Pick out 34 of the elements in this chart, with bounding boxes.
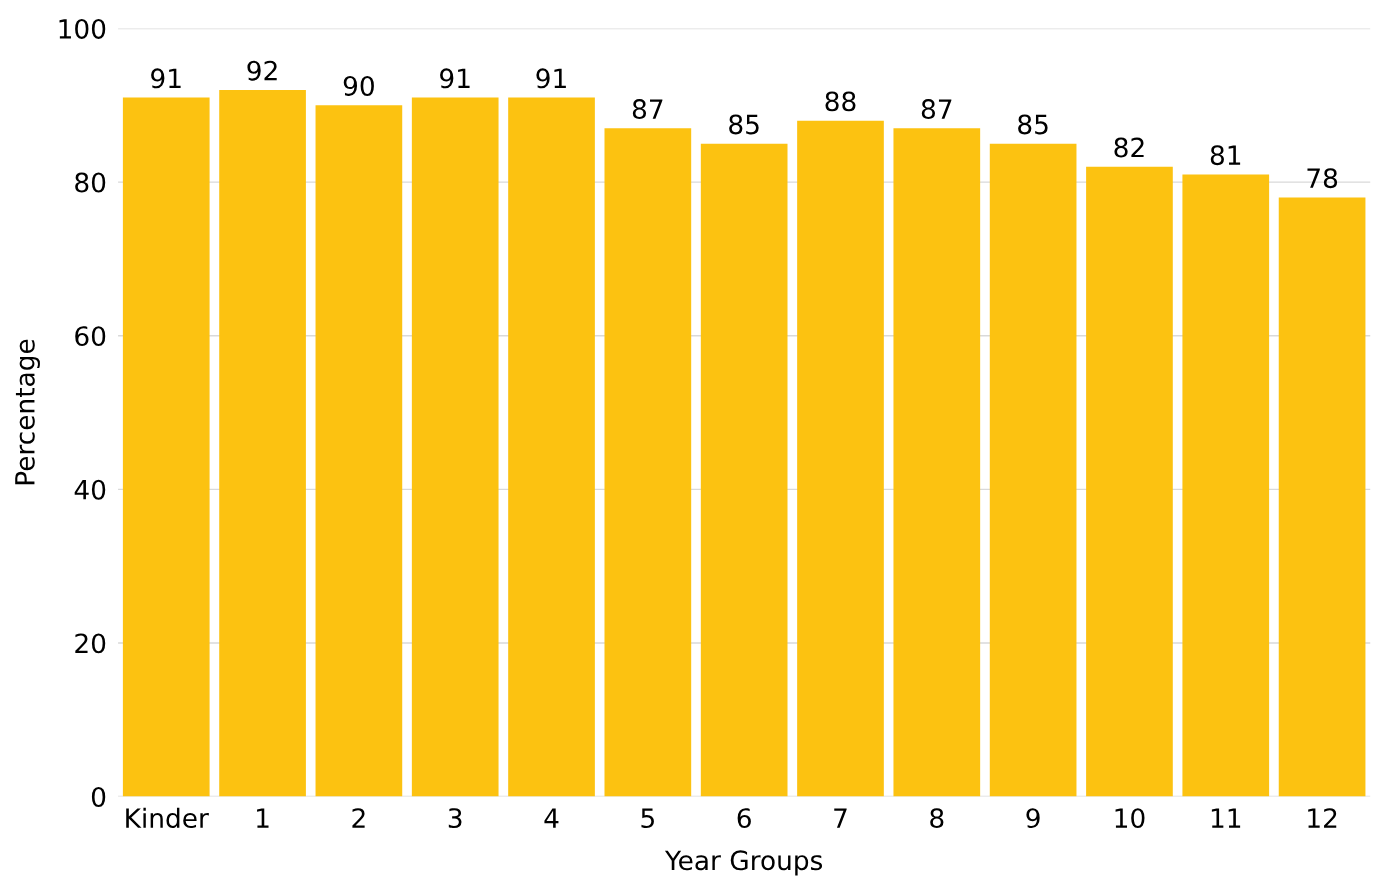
y-tick-label: 100 bbox=[59, 18, 106, 39]
x-tick-label: 4 bbox=[544, 808, 559, 828]
data-label: 92 bbox=[247, 60, 277, 81]
data-label: 78 bbox=[1307, 168, 1338, 189]
data-label: 87 bbox=[632, 99, 663, 120]
y-tick-label: 40 bbox=[74, 479, 106, 500]
x-tick-label: 9 bbox=[1026, 808, 1040, 829]
y-axis-title: Percentage bbox=[15, 339, 40, 485]
data-label: 88 bbox=[825, 91, 856, 112]
x-tick-label: 6 bbox=[737, 808, 751, 829]
x-tick-label: 7 bbox=[834, 808, 847, 828]
data-label: 85 bbox=[729, 114, 759, 135]
x-tick-label: 11 bbox=[1211, 808, 1241, 828]
x-tick-label: 3 bbox=[448, 808, 462, 829]
y-tick-label: 80 bbox=[75, 172, 106, 193]
x-axis-title: Year Groups bbox=[664, 850, 823, 876]
x-tick-label: 5 bbox=[641, 808, 654, 829]
data-label: 91 bbox=[536, 68, 566, 89]
data-label: 85 bbox=[1018, 114, 1048, 135]
data-label: 82 bbox=[1114, 137, 1144, 158]
y-tick-label: 0 bbox=[91, 786, 106, 807]
x-tick-label: 1 bbox=[257, 808, 269, 828]
data-label: 87 bbox=[921, 99, 952, 120]
x-tick-label: 8 bbox=[930, 808, 944, 829]
y-tick-label: 60 bbox=[75, 326, 106, 347]
x-tick-label: 10 bbox=[1115, 808, 1145, 829]
data-label: 90 bbox=[343, 76, 374, 97]
y-tick-label: 20 bbox=[75, 633, 106, 654]
x-tick-label: 2 bbox=[352, 808, 365, 828]
data-label: 91 bbox=[440, 68, 470, 89]
x-tick-label: 12 bbox=[1308, 808, 1337, 828]
data-label: 91 bbox=[151, 68, 181, 89]
data-label: 81 bbox=[1210, 145, 1241, 166]
x-tick-label: Kinder bbox=[126, 807, 209, 829]
